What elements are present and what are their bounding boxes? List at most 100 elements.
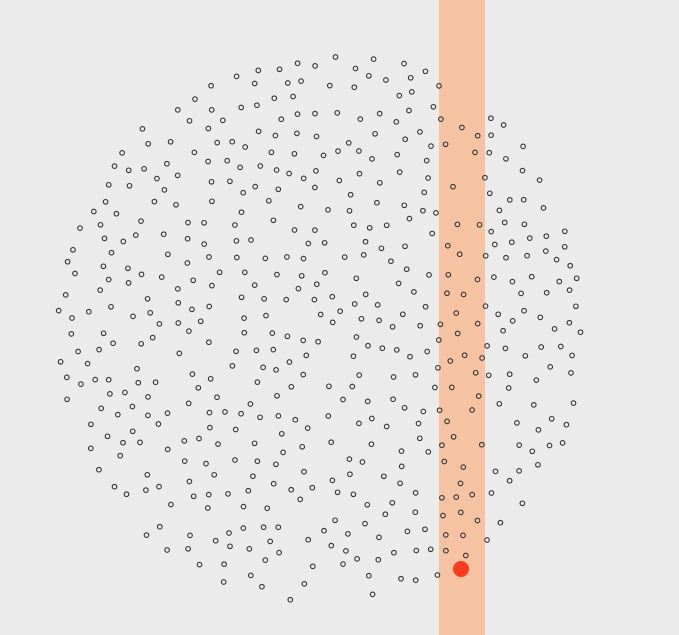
point-marker	[403, 244, 408, 249]
highlight-band[interactable]	[439, 0, 485, 635]
point-marker	[176, 301, 181, 306]
point-marker	[139, 272, 144, 277]
point-marker	[354, 335, 359, 340]
point-marker	[288, 597, 293, 602]
point-marker	[263, 256, 268, 261]
point-marker	[168, 140, 173, 145]
point-marker	[410, 90, 415, 95]
point-marker	[548, 365, 553, 370]
point-marker	[136, 380, 141, 385]
point-marker	[335, 490, 340, 495]
point-marker	[97, 467, 102, 472]
point-marker	[207, 255, 212, 260]
point-marker	[216, 442, 221, 447]
point-marker	[485, 538, 490, 543]
point-marker	[489, 116, 494, 121]
point-marker	[399, 464, 404, 469]
point-marker	[274, 168, 279, 173]
point-marker	[217, 270, 222, 275]
point-marker	[118, 453, 123, 458]
point-marker	[348, 192, 353, 197]
point-marker	[56, 308, 61, 313]
point-marker	[210, 283, 215, 288]
point-marker	[227, 531, 232, 536]
point-marker	[280, 432, 285, 437]
point-marker	[148, 311, 153, 316]
point-marker	[208, 377, 213, 382]
point-marker	[574, 304, 579, 309]
point-marker	[329, 440, 334, 445]
point-marker	[111, 341, 116, 346]
point-marker	[207, 304, 212, 309]
point-marker	[428, 547, 433, 552]
point-marker	[209, 108, 214, 113]
point-marker	[485, 344, 490, 349]
point-marker	[347, 209, 352, 214]
point-marker	[202, 221, 207, 226]
point-marker	[252, 441, 257, 446]
point-marker	[489, 491, 494, 496]
point-marker	[504, 255, 509, 260]
point-marker	[507, 478, 512, 483]
point-marker	[206, 159, 211, 164]
selected-point-marker[interactable]	[453, 561, 469, 577]
point-marker	[422, 190, 427, 195]
point-marker	[243, 145, 248, 150]
point-marker	[568, 263, 573, 268]
point-marker	[209, 180, 214, 185]
point-marker	[338, 309, 343, 314]
point-marker	[578, 330, 583, 335]
point-marker	[197, 436, 202, 441]
point-marker	[124, 492, 129, 497]
point-marker	[517, 469, 522, 474]
point-marker	[207, 410, 212, 415]
point-marker	[497, 208, 502, 213]
point-marker	[567, 320, 572, 325]
point-marker	[267, 199, 272, 204]
point-marker	[264, 313, 269, 318]
point-marker	[321, 153, 326, 158]
point-marker	[344, 549, 349, 554]
point-marker	[421, 208, 426, 213]
point-marker	[305, 426, 310, 431]
point-marker	[188, 533, 193, 538]
point-marker	[258, 164, 263, 169]
point-marker	[114, 211, 119, 216]
point-marker	[292, 228, 297, 233]
point-marker	[310, 485, 315, 490]
point-marker	[265, 506, 270, 511]
point-marker	[221, 580, 226, 585]
point-marker	[378, 181, 383, 186]
point-marker	[427, 273, 432, 278]
point-marker	[399, 449, 404, 454]
point-marker	[352, 302, 357, 307]
point-marker	[361, 253, 366, 258]
point-marker	[369, 442, 374, 447]
point-marker	[413, 491, 418, 496]
point-marker	[139, 219, 144, 224]
point-marker	[196, 386, 201, 391]
point-marker	[116, 412, 121, 417]
point-marker	[370, 157, 375, 162]
point-marker	[239, 411, 244, 416]
point-marker	[92, 209, 97, 214]
point-marker	[197, 562, 202, 567]
point-marker	[329, 543, 334, 548]
point-marker	[166, 252, 171, 257]
point-marker	[326, 414, 331, 419]
point-marker	[165, 411, 170, 416]
point-marker	[328, 83, 333, 88]
point-marker	[323, 270, 328, 275]
point-marker	[370, 416, 375, 421]
point-marker	[271, 481, 276, 486]
point-marker	[210, 199, 215, 204]
point-marker	[252, 283, 257, 288]
point-marker	[560, 441, 565, 446]
point-marker	[390, 501, 395, 506]
point-marker	[391, 375, 396, 380]
point-marker	[130, 429, 135, 434]
point-marker	[412, 290, 417, 295]
point-marker	[135, 366, 140, 371]
